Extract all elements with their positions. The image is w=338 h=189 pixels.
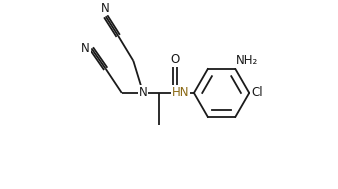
Text: O: O (171, 53, 180, 66)
Text: N: N (101, 2, 110, 15)
Text: N: N (81, 42, 90, 55)
Text: N: N (139, 86, 147, 99)
Text: HN: HN (172, 86, 190, 99)
Text: NH₂: NH₂ (236, 54, 259, 67)
Text: Cl: Cl (251, 86, 263, 99)
